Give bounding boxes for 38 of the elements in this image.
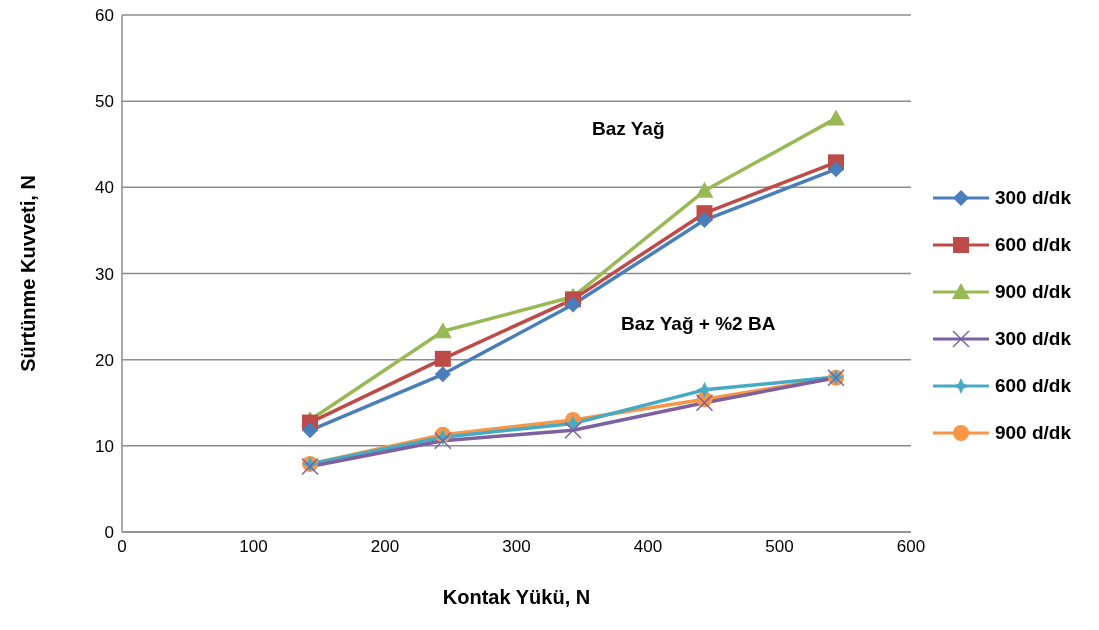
y-tick-label: 40 [95,178,114,198]
point [828,161,844,178]
annotation: Baz Yağ [592,118,665,140]
x-axis-title: Kontak Yükü, N [442,586,591,608]
y-tick-label: 60 [95,6,114,26]
legend-label: 600 d/dk [994,233,1071,256]
point [434,431,452,450]
y-tick-label: 10 [95,436,114,456]
x-tick-label: 600 [896,537,926,557]
x-tick-label: 200 [370,537,400,557]
x-tick-label: 100 [239,537,268,557]
point [827,109,845,126]
point [564,421,582,440]
legend-label: 300 d/dk [994,327,1071,350]
x-tick-label: 300 [502,537,531,557]
x-tick-label: 400 [633,537,663,557]
x-tick-label: 500 [765,537,794,557]
point [433,322,452,339]
legend-label: 900 d/dk [994,280,1071,303]
y-tick-label: 20 [95,350,114,370]
point [695,181,714,198]
y-axis-title: Sürtünme Kuvveti, N [17,175,40,372]
y-tick-label: 0 [104,523,114,543]
legend-label: 900 d/dk [994,421,1071,444]
point [696,212,713,229]
legend-label: 300 d/dk [994,186,1071,209]
point [301,457,319,476]
point [302,422,319,439]
annotation: Baz Yağ + %2 BA [621,313,776,335]
y-tick-label: 50 [95,92,114,112]
y-tick-label: 30 [95,264,114,284]
point [565,296,582,313]
point [695,394,714,412]
point [434,350,451,367]
legend-label: 600 d/dk [994,374,1071,397]
point [696,381,713,398]
point [434,366,451,383]
x-tick-label: 0 [117,537,127,557]
